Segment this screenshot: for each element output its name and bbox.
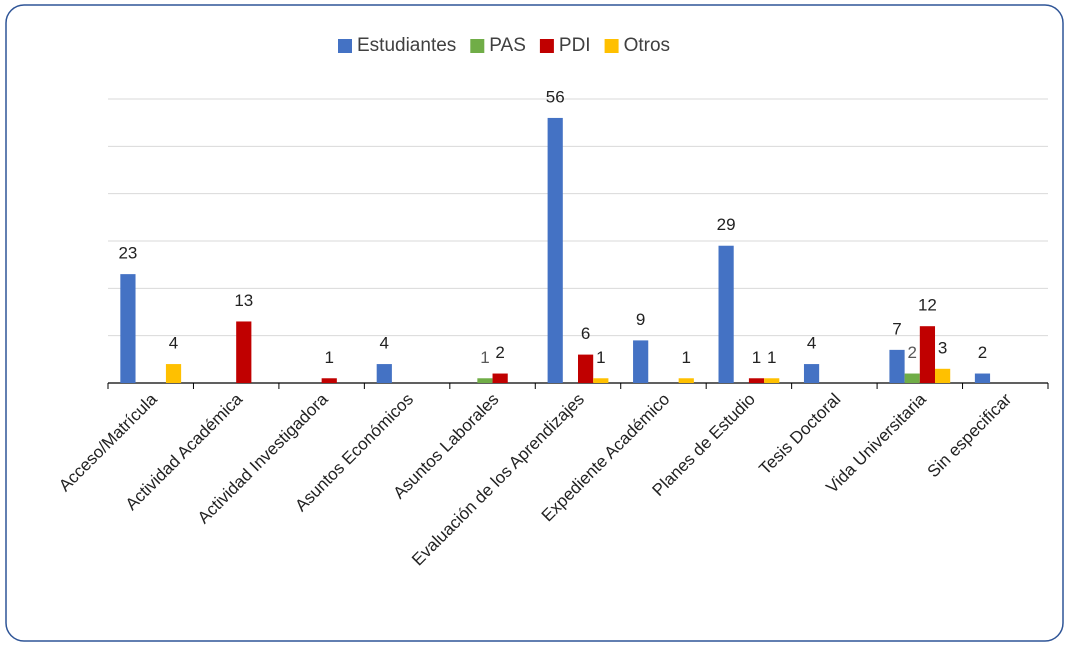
data-label: 6 [581, 324, 590, 343]
bar [165, 364, 182, 383]
bar [120, 274, 136, 383]
data-label: 1 [596, 348, 605, 367]
legend-label: PDI [559, 35, 591, 56]
data-label: 12 [918, 296, 937, 315]
bar [678, 378, 694, 383]
bar [748, 378, 765, 383]
data-label: 2 [495, 343, 504, 362]
legend-swatch [470, 39, 485, 53]
data-label: 2 [978, 343, 987, 362]
data-label: 23 [118, 244, 137, 263]
data-label: 4 [169, 334, 178, 353]
bar [633, 340, 649, 383]
bar [718, 245, 734, 383]
legend-label: Estudiantes [357, 35, 456, 56]
bar [803, 364, 820, 383]
bar [889, 349, 905, 383]
bar [593, 378, 609, 383]
data-label: 29 [717, 215, 736, 234]
data-label: 9 [636, 310, 645, 329]
bar [764, 378, 780, 383]
bar [919, 326, 936, 383]
bar [578, 354, 594, 383]
data-label: 1 [752, 348, 761, 367]
legend-swatch [338, 39, 352, 53]
bar [477, 378, 493, 383]
bar [935, 368, 951, 383]
data-label: 3 [938, 338, 947, 357]
legend-label: Otros [624, 35, 670, 56]
chart-border [5, 4, 1064, 642]
data-label: 1 [325, 348, 334, 367]
bar [492, 373, 508, 383]
data-label: 2 [907, 343, 916, 362]
data-label: 7 [892, 319, 901, 338]
data-label: 1 [480, 348, 489, 367]
bar [321, 378, 337, 383]
legend-label: PAS [489, 35, 526, 56]
bar [547, 117, 563, 383]
bar [236, 321, 252, 383]
bar [376, 364, 392, 383]
data-label: 1 [767, 348, 776, 367]
data-label: 4 [807, 334, 816, 353]
legend-swatch [539, 39, 554, 53]
data-label: 4 [380, 334, 389, 353]
data-label: 1 [682, 348, 691, 367]
legend-swatch [604, 39, 619, 53]
data-label: 13 [234, 291, 253, 310]
bar [974, 373, 991, 383]
data-label: 56 [546, 87, 565, 106]
bar [904, 373, 920, 383]
